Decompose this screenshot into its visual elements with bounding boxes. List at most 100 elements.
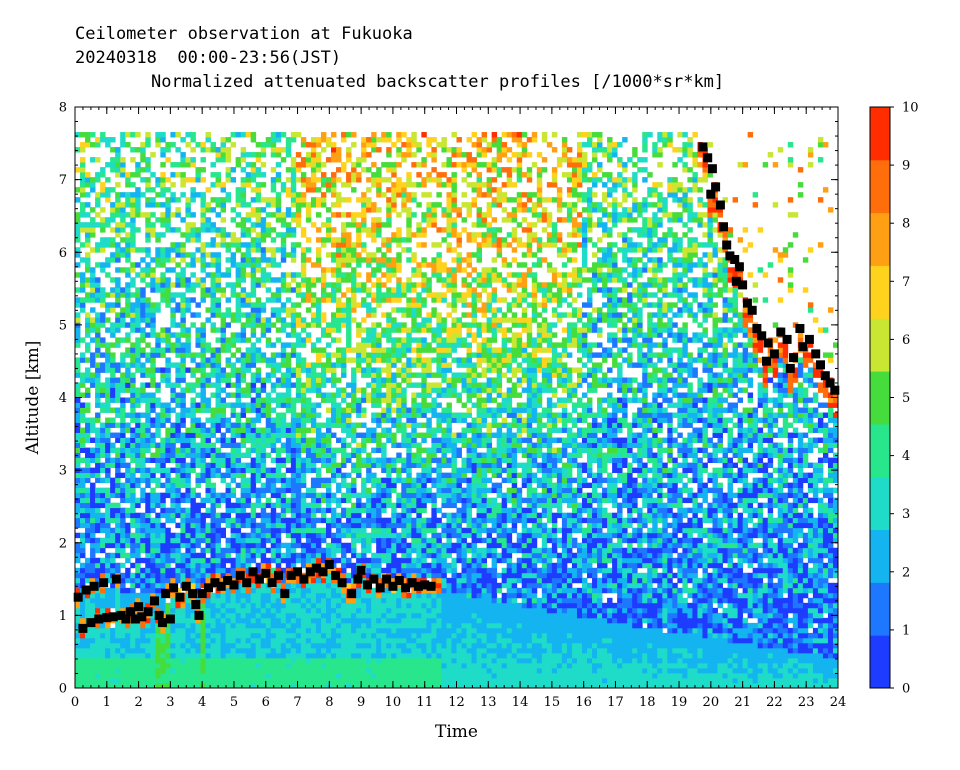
heatmap-cell <box>180 517 186 524</box>
heatmap-cell <box>180 632 186 639</box>
heatmap-cell <box>85 612 91 619</box>
heatmap-cell <box>115 297 121 303</box>
heatmap-cell <box>170 422 176 428</box>
heatmap-cell <box>310 437 317 443</box>
heatmap-cell <box>361 352 367 358</box>
heatmap-cell <box>75 237 81 243</box>
heatmap-cell <box>325 627 332 634</box>
heatmap-cell <box>190 157 196 163</box>
heatmap-cell <box>170 537 176 544</box>
heatmap-cell <box>351 372 357 378</box>
heatmap-cell <box>200 582 206 589</box>
heatmap-cell <box>85 592 91 599</box>
heatmap-cell <box>205 427 211 433</box>
heatmap-cell <box>265 232 272 238</box>
heatmap-cell <box>300 282 307 288</box>
heatmap-cell <box>250 667 257 674</box>
heatmap-cell <box>170 172 176 178</box>
heatmap-cell <box>300 637 307 644</box>
heatmap-cell <box>270 212 277 218</box>
heatmap-cell <box>150 607 156 614</box>
heatmap-cell <box>100 587 106 594</box>
heatmap-cell <box>210 367 216 373</box>
heatmap-cell <box>110 512 116 519</box>
heatmap-cell <box>240 367 247 373</box>
heatmap-cell <box>160 417 166 423</box>
heatmap-cell <box>285 402 292 408</box>
heatmap-cell <box>205 452 211 458</box>
heatmap-cell <box>175 507 181 514</box>
heatmap-cell <box>165 402 171 408</box>
heatmap-cell <box>295 422 302 428</box>
heatmap-cell <box>280 472 287 479</box>
heatmap-cell <box>325 517 332 524</box>
heatmap-cell <box>250 177 257 183</box>
heatmap-cell <box>225 547 232 554</box>
heatmap-cell <box>155 562 161 569</box>
heatmap-cell <box>346 492 352 499</box>
heatmap-cell <box>140 192 146 198</box>
heatmap-cell <box>356 682 362 689</box>
heatmap-cell <box>150 392 156 398</box>
heatmap-cell <box>220 562 226 569</box>
heatmap-cell <box>150 152 156 158</box>
heatmap-cell <box>331 142 337 148</box>
heatmap-cell <box>150 397 156 403</box>
heatmap-cell <box>170 652 176 659</box>
heatmap-cell <box>260 542 267 549</box>
heatmap-cell <box>140 652 146 659</box>
heatmap-cell <box>240 277 247 283</box>
heatmap-cell <box>245 502 252 509</box>
heatmap-cell <box>325 342 332 348</box>
heatmap-cell <box>160 537 166 544</box>
heatmap-cell <box>371 492 377 499</box>
heatmap-cell <box>180 162 186 168</box>
heatmap-cell <box>110 672 116 679</box>
heatmap-cell <box>305 237 312 243</box>
heatmap-cell <box>285 522 292 529</box>
heatmap-cell <box>175 537 181 544</box>
heatmap-cell <box>185 562 191 569</box>
heatmap-cell <box>235 662 242 669</box>
heatmap-cell <box>110 642 116 649</box>
heatmap-cell <box>356 442 362 448</box>
heatmap-cell <box>361 642 367 649</box>
heatmap-cell <box>341 457 347 464</box>
heatmap-cell <box>75 312 81 318</box>
heatmap-cell <box>341 212 347 218</box>
heatmap-cell <box>290 327 297 333</box>
heatmap-cell <box>331 187 337 193</box>
heatmap-cell <box>105 652 111 659</box>
heatmap-cell <box>225 677 232 684</box>
heatmap-cell <box>280 642 287 649</box>
heatmap-cell <box>336 277 342 283</box>
heatmap-cell <box>75 392 81 398</box>
heatmap-cell <box>180 562 186 569</box>
heatmap-cell <box>270 382 277 388</box>
heatmap-cell <box>205 202 211 208</box>
heatmap-cell <box>366 142 372 148</box>
heatmap-cell <box>135 642 141 649</box>
heatmap-cell <box>75 167 81 173</box>
heatmap-cell <box>265 537 272 544</box>
heatmap-cell <box>90 377 96 383</box>
heatmap-cell <box>95 417 101 423</box>
heatmap-cell <box>175 532 181 539</box>
heatmap-cell <box>240 292 247 298</box>
heatmap-cell <box>245 312 252 318</box>
heatmap-cell <box>290 167 297 173</box>
heatmap-cell <box>120 657 126 664</box>
heatmap-cell <box>210 222 216 228</box>
heatmap-cell <box>336 662 342 669</box>
heatmap-cell <box>150 537 156 544</box>
heatmap-cell <box>285 307 292 313</box>
heatmap-cell <box>205 642 211 649</box>
heatmap-cell <box>275 512 282 519</box>
heatmap-cell <box>331 282 337 288</box>
heatmap-cell <box>351 252 357 258</box>
heatmap-cell <box>331 412 337 418</box>
heatmap-cell <box>260 352 267 358</box>
heatmap-cell <box>165 652 171 659</box>
heatmap-cell <box>310 632 317 639</box>
heatmap-cell <box>310 652 317 659</box>
